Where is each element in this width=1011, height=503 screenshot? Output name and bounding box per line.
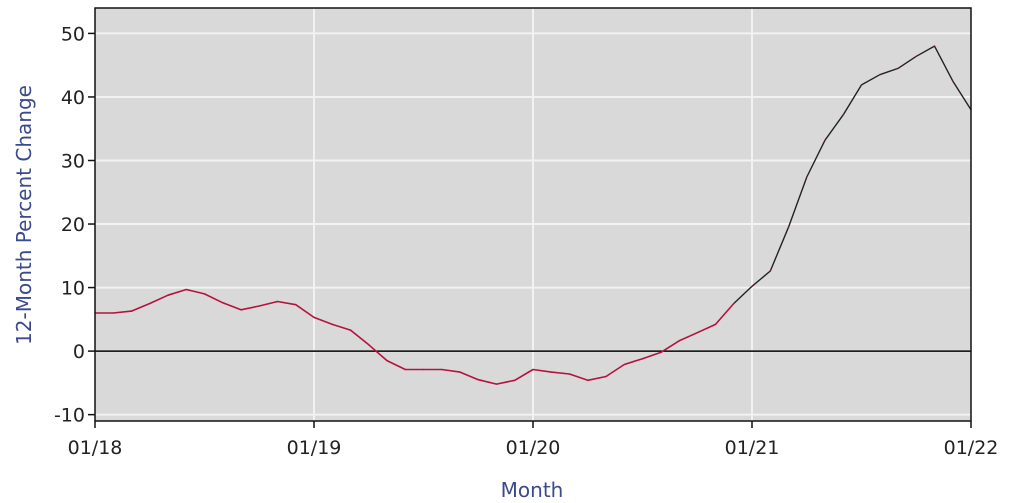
data-point [678, 340, 680, 342]
data-point [514, 379, 516, 382]
data-point [751, 285, 753, 288]
data-point [495, 383, 498, 385]
y-tick-label: 0 [73, 341, 85, 363]
data-point [550, 371, 553, 373]
data-point [203, 293, 206, 295]
series-line-end-segment [733, 45, 972, 305]
data-point [295, 303, 297, 306]
data-point [568, 373, 571, 375]
y-tick-label: 40 [61, 87, 85, 109]
data-point [860, 84, 863, 86]
x-tick-label: 01/22 [944, 437, 999, 459]
data-point [660, 351, 662, 354]
data-point [167, 294, 169, 297]
series-line [95, 288, 735, 385]
data-point [714, 323, 717, 326]
data-point [422, 368, 425, 371]
data-point [696, 331, 699, 334]
data-point [532, 368, 534, 371]
data-point [769, 270, 772, 272]
y-tick-label: -10 [54, 405, 85, 427]
data-point [806, 176, 808, 178]
data-point [952, 80, 954, 82]
data-point [404, 368, 407, 371]
data-point [623, 363, 626, 366]
y-axis-title: 12-Month Percent Change [12, 85, 36, 345]
x-tick-label: 01/18 [68, 437, 123, 459]
data-point [240, 309, 242, 311]
data-point [587, 379, 589, 382]
y-axis-ticks: -10 0 10 20 30 40 50 [54, 23, 95, 427]
data-point [879, 73, 881, 76]
data-point [185, 288, 188, 291]
data-point [331, 323, 334, 326]
y-tick-label: 50 [61, 23, 85, 45]
data-point [258, 305, 261, 307]
data-point [386, 359, 388, 362]
data-point [222, 302, 224, 304]
data-point [349, 329, 352, 331]
x-axis-ticks: 01/18 01/19 01/20 01/21 01/22 [68, 421, 999, 459]
x-axis-title: Month [501, 478, 564, 502]
x-tick-label: 01/19 [287, 437, 342, 459]
data-point [441, 368, 443, 371]
y-tick-label: 30 [61, 150, 85, 172]
data-point [605, 375, 607, 378]
y-tick-label: 10 [61, 278, 85, 300]
x-tick-label: 01/21 [725, 437, 780, 459]
data-point [842, 113, 845, 116]
data-point [368, 344, 370, 346]
data-point [641, 357, 644, 360]
data-point [130, 310, 133, 312]
data-point [897, 67, 899, 70]
data-point [459, 371, 461, 373]
data-point [787, 226, 790, 228]
data-point [933, 45, 936, 47]
series-layer [94, 45, 972, 385]
data-point [824, 139, 826, 141]
data-point [915, 55, 918, 58]
data-point [112, 312, 115, 314]
data-point [313, 316, 315, 319]
data-point [477, 378, 480, 381]
data-point [733, 302, 735, 305]
y-tick-label: 20 [61, 214, 85, 236]
x-tick-label: 01/20 [506, 437, 561, 459]
data-point [149, 302, 151, 305]
data-point [276, 300, 279, 303]
